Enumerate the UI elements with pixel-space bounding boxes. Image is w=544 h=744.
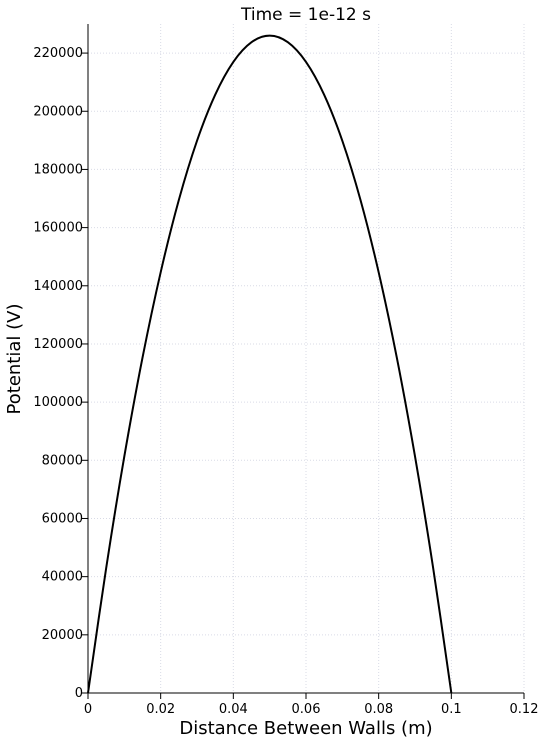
chart-title: Time = 1e-12 s xyxy=(240,5,371,25)
grid-lines xyxy=(88,24,525,693)
axes xyxy=(87,24,524,694)
y-tick-label: 20000 xyxy=(42,628,83,643)
y-tick-label: 80000 xyxy=(42,453,83,468)
x-tick-label: 0.12 xyxy=(510,702,539,717)
y-tick-label: 120000 xyxy=(33,337,83,352)
y-tick-label: 140000 xyxy=(33,279,83,294)
x-tick-label: 0 xyxy=(84,702,92,717)
series-line-0 xyxy=(87,34,453,694)
y-tick-label: 100000 xyxy=(33,395,83,410)
x-tick-label: 0.04 xyxy=(219,702,248,717)
y-tick-label: 160000 xyxy=(33,221,83,236)
x-tick-label: 0.08 xyxy=(364,702,393,717)
tick-marks xyxy=(82,52,525,699)
y-tick-label: 200000 xyxy=(33,104,83,119)
y-tick-label: 220000 xyxy=(33,46,83,61)
x-tick-labels: 0 0.02 0.04 0.06 0.08 0.1 0.12 xyxy=(84,702,539,717)
y-axis-title: Potential (V) xyxy=(4,304,25,415)
y-tick-label: 0 xyxy=(75,686,83,701)
y-tick-label: 60000 xyxy=(42,511,83,526)
series-lines xyxy=(87,34,453,694)
x-axis-title: Distance Between Walls (m) xyxy=(179,718,432,739)
x-tick-label: 0.1 xyxy=(441,702,462,717)
x-tick-label: 0.06 xyxy=(292,702,321,717)
y-tick-label: 40000 xyxy=(42,570,83,585)
x-tick-label: 0.02 xyxy=(146,702,175,717)
y-tick-label: 180000 xyxy=(33,162,83,177)
y-tick-labels: 0 20000 40000 60000 80000 100000 120000 140000 1… xyxy=(33,46,83,701)
